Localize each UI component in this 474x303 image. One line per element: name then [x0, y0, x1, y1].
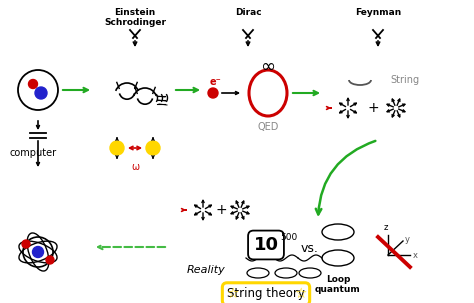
Text: Loop
quantum: Loop quantum — [315, 275, 361, 295]
Text: +: + — [215, 203, 227, 217]
Text: ☆: ☆ — [294, 287, 306, 301]
Text: String: String — [390, 75, 419, 85]
Text: Feynman: Feynman — [355, 8, 401, 17]
Text: vs.: vs. — [301, 241, 319, 255]
Text: +: + — [367, 101, 379, 115]
Text: z: z — [384, 223, 388, 232]
Text: ☆: ☆ — [226, 287, 238, 301]
Text: x: x — [413, 251, 418, 259]
Text: y: y — [405, 235, 410, 244]
Text: ω: ω — [131, 162, 139, 172]
Text: 10: 10 — [254, 236, 279, 254]
Circle shape — [22, 240, 30, 248]
Circle shape — [33, 247, 44, 258]
Text: String theory: String theory — [227, 288, 305, 301]
Circle shape — [110, 141, 124, 155]
Text: computer: computer — [10, 148, 57, 158]
Text: e⁻: e⁻ — [210, 77, 222, 87]
Text: ∞: ∞ — [261, 58, 275, 76]
Circle shape — [208, 88, 218, 98]
Text: QED: QED — [257, 122, 279, 132]
Text: Dirac: Dirac — [235, 8, 261, 17]
Circle shape — [146, 141, 160, 155]
Text: Reality: Reality — [187, 265, 225, 275]
Circle shape — [28, 79, 37, 88]
Text: 500: 500 — [280, 234, 297, 242]
Text: Einstein
Schrodinger: Einstein Schrodinger — [104, 8, 166, 27]
Circle shape — [46, 256, 54, 264]
Circle shape — [35, 87, 47, 99]
FancyArrowPatch shape — [316, 141, 375, 215]
